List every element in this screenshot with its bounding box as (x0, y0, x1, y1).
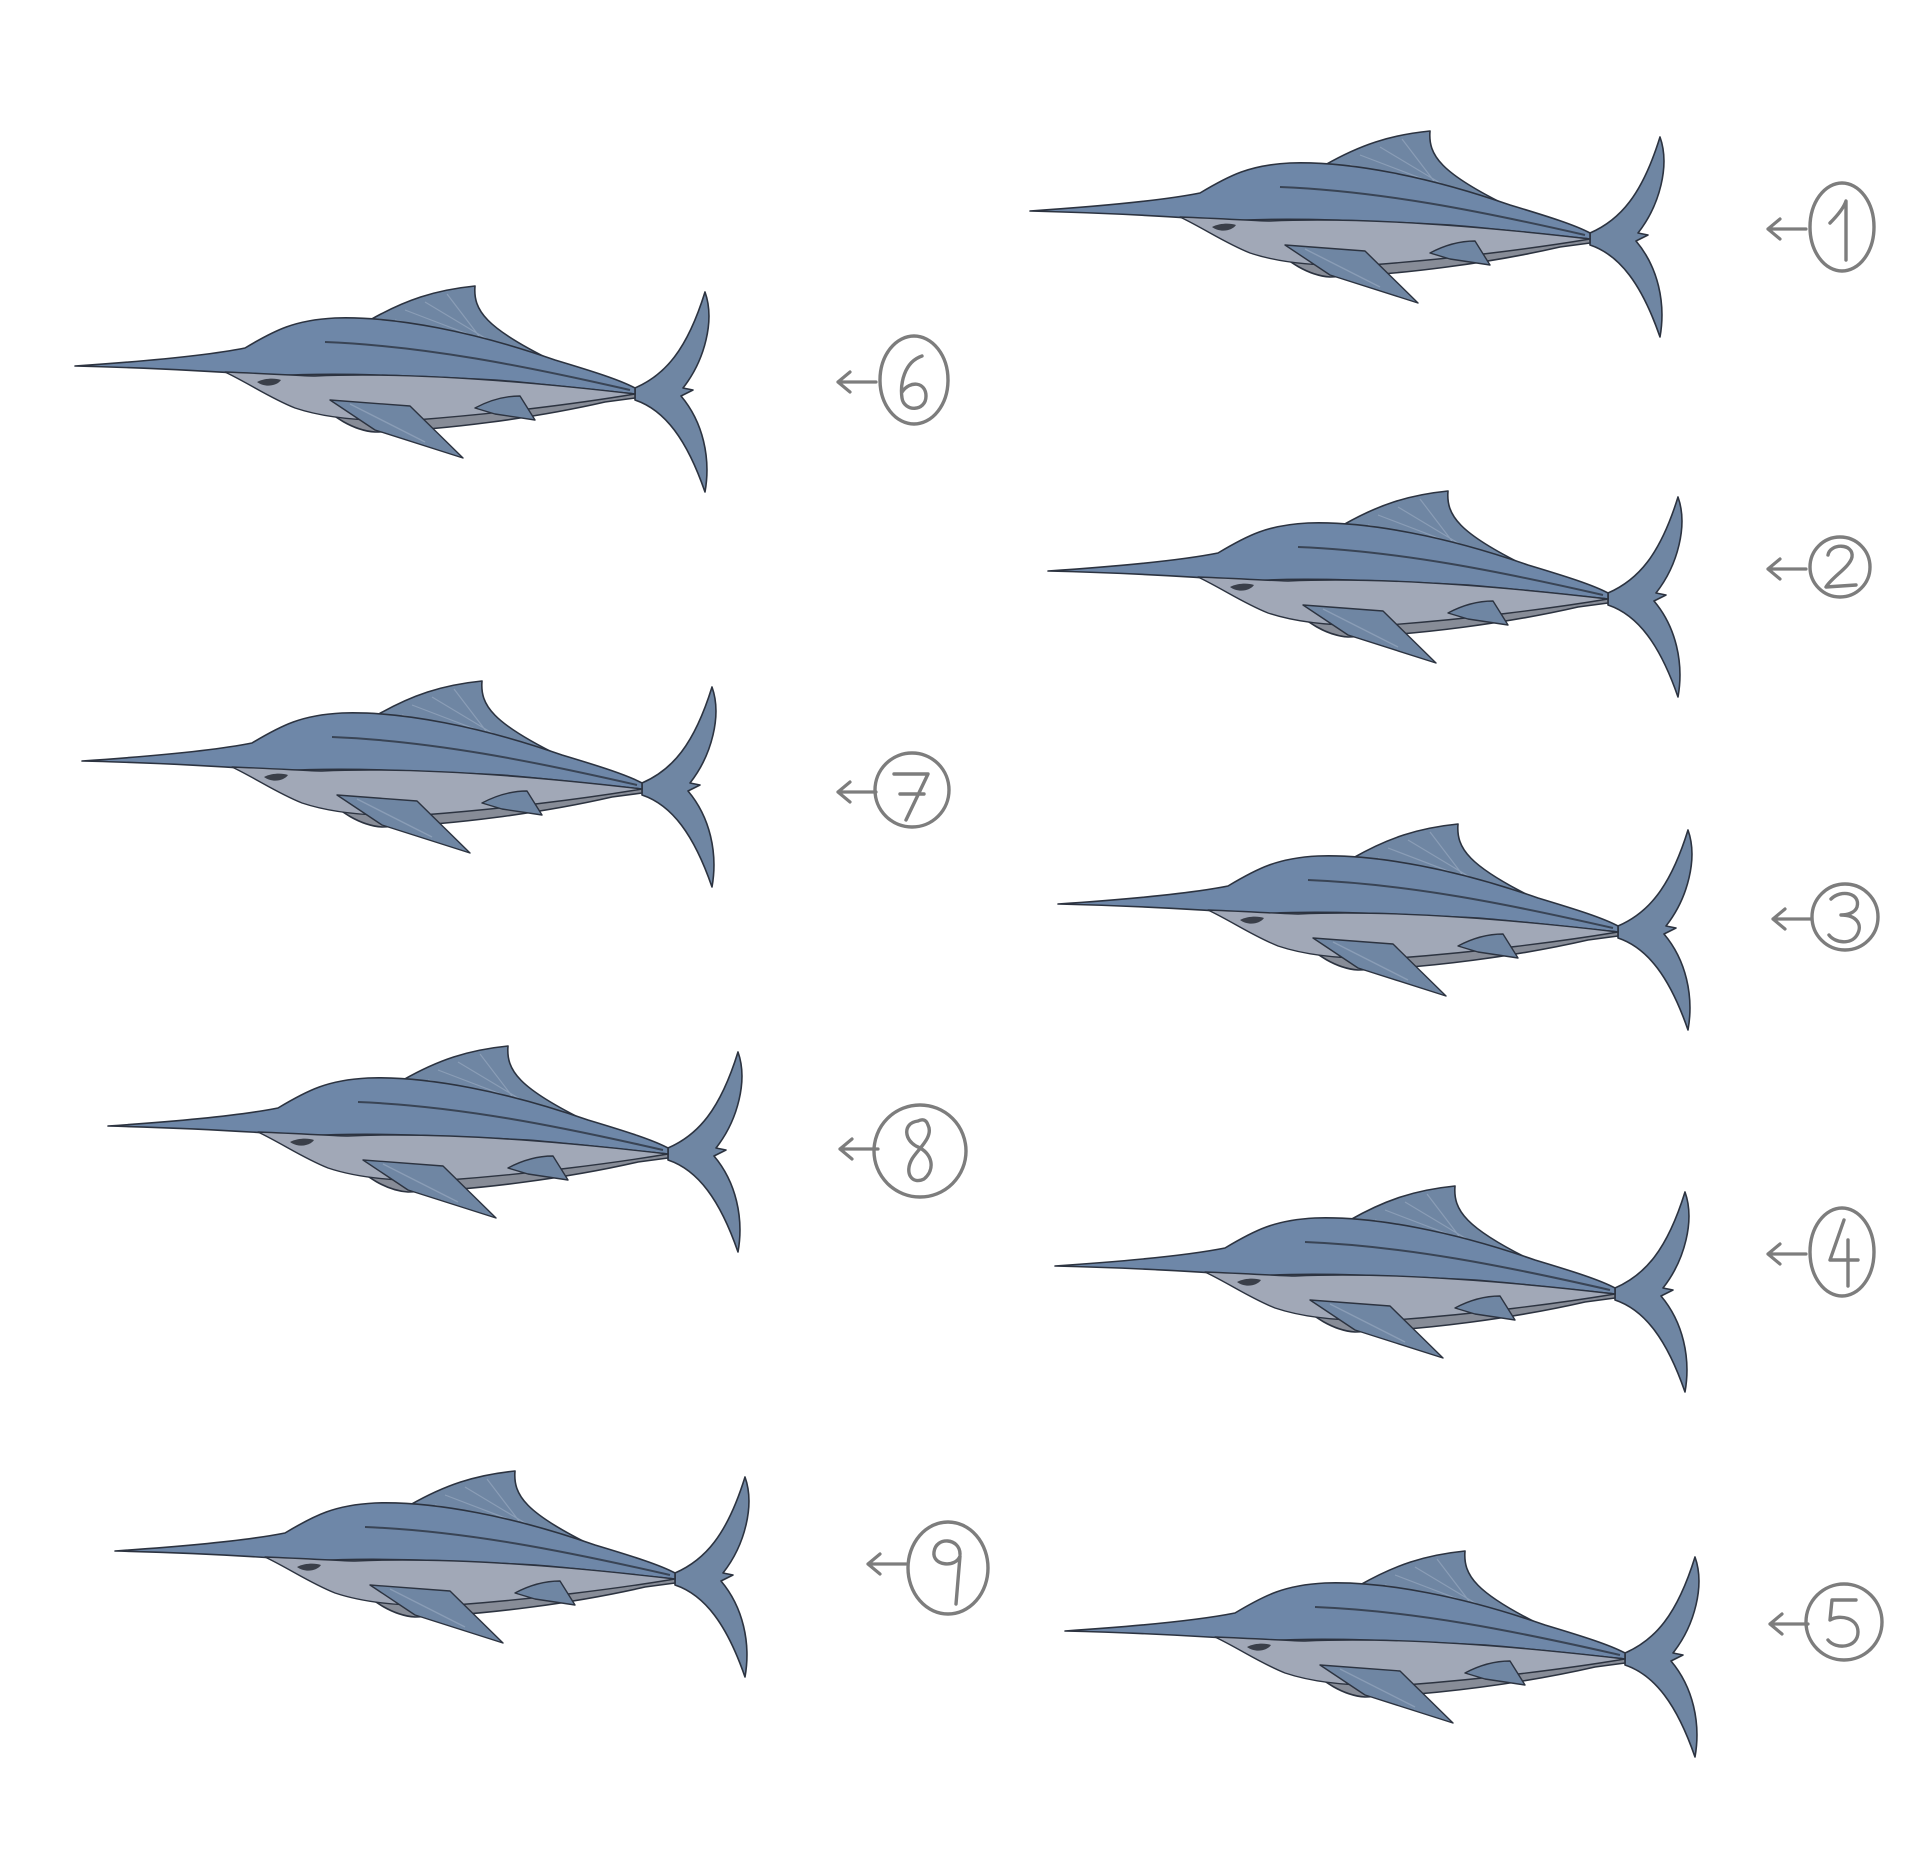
frame-6-number-label: 6 (830, 318, 980, 448)
swordfish-frame-5-icon (1064, 1545, 1755, 1785)
swordfish-frame-8-icon (107, 1040, 798, 1280)
frame-3-number-label: 3 (1765, 855, 1915, 985)
frame-5-number-label: 5 (1762, 1560, 1912, 1690)
swordfish-frame-7-icon (81, 675, 772, 915)
frame-8-number-label: 8 (832, 1085, 982, 1215)
frame-7-number-label: 7 (830, 728, 980, 858)
frame-9-number-label: 9 (860, 1500, 1010, 1630)
swordfish-frame-2-icon (1047, 485, 1738, 725)
frame-1-number-label: 1 (1760, 165, 1910, 295)
swordfish-frame-1-icon (1029, 125, 1720, 365)
swordfish-frame-4-icon (1054, 1180, 1745, 1420)
frame-4-number-label: 4 (1760, 1190, 1910, 1320)
frame-2-number-label: 2 (1760, 505, 1910, 635)
swordfish-frame-9-icon (114, 1465, 805, 1705)
swordfish-frame-3-icon (1057, 818, 1748, 1058)
swordfish-frame-6-icon (74, 280, 765, 520)
